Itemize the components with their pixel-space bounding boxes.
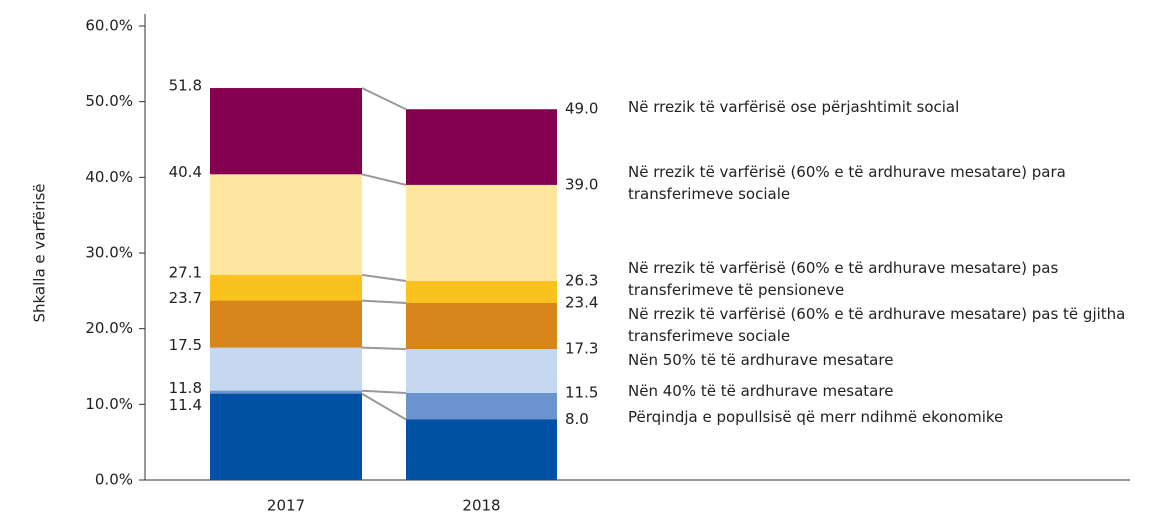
value-label: 39.0 — [565, 175, 598, 193]
x-tick-label: 2018 — [462, 497, 500, 515]
x-tick-label: 2017 — [267, 497, 305, 515]
connector — [361, 173, 407, 186]
connector — [361, 87, 407, 111]
value-label: 40.4 — [169, 163, 202, 181]
value-label: 8.0 — [565, 410, 589, 428]
y-tick-label: 20.0% — [85, 319, 133, 337]
value-label: 17.3 — [565, 340, 598, 358]
value-label: 17.5 — [169, 336, 202, 354]
y-tick-label: 10.0% — [85, 395, 133, 413]
value-label: 27.1 — [169, 263, 202, 281]
value-label: 26.3 — [565, 271, 598, 289]
y-tick-label: 60.0% — [85, 17, 133, 35]
connector — [361, 346, 407, 351]
y-tick-label: 0.0% — [95, 471, 133, 489]
bar — [210, 393, 362, 480]
legend-entry: Në rrezik të varfërisë ose përjashtimit … — [628, 98, 960, 117]
y-tick-label: 40.0% — [85, 168, 133, 186]
y-tick-label: 50.0% — [85, 92, 133, 110]
value-label: 11.5 — [565, 383, 598, 401]
connector — [361, 299, 407, 304]
legend-entry: Nën 50% të të ardhurave mesatare — [628, 350, 894, 369]
value-label: 23.4 — [565, 293, 598, 311]
legend-entry: Në rrezik të varfërisë (60% e të ardhura… — [628, 258, 1059, 299]
y-tick-label: 30.0% — [85, 244, 133, 262]
legend-entry: Në rrezik të varfërisë (60% e të ardhura… — [628, 304, 1126, 345]
legend-entry: Nën 40% të të ardhurave mesatare — [628, 381, 894, 400]
connector — [361, 389, 407, 394]
value-label: 51.8 — [169, 77, 202, 95]
y-axis-label: Shkalla e varfërisë — [31, 183, 49, 322]
value-label: 11.8 — [169, 379, 202, 397]
connector — [361, 392, 407, 421]
legend-entry: Në rrezik të varfërisë (60% e të ardhura… — [628, 162, 1066, 203]
bar — [406, 419, 557, 480]
value-label: 49.0 — [565, 100, 598, 118]
value-label: 11.4 — [169, 396, 202, 414]
value-label: 23.7 — [169, 289, 202, 307]
connector — [361, 273, 407, 282]
legend-entry: Përqindja e popullsisë që merr ndihmë ek… — [628, 408, 1004, 427]
